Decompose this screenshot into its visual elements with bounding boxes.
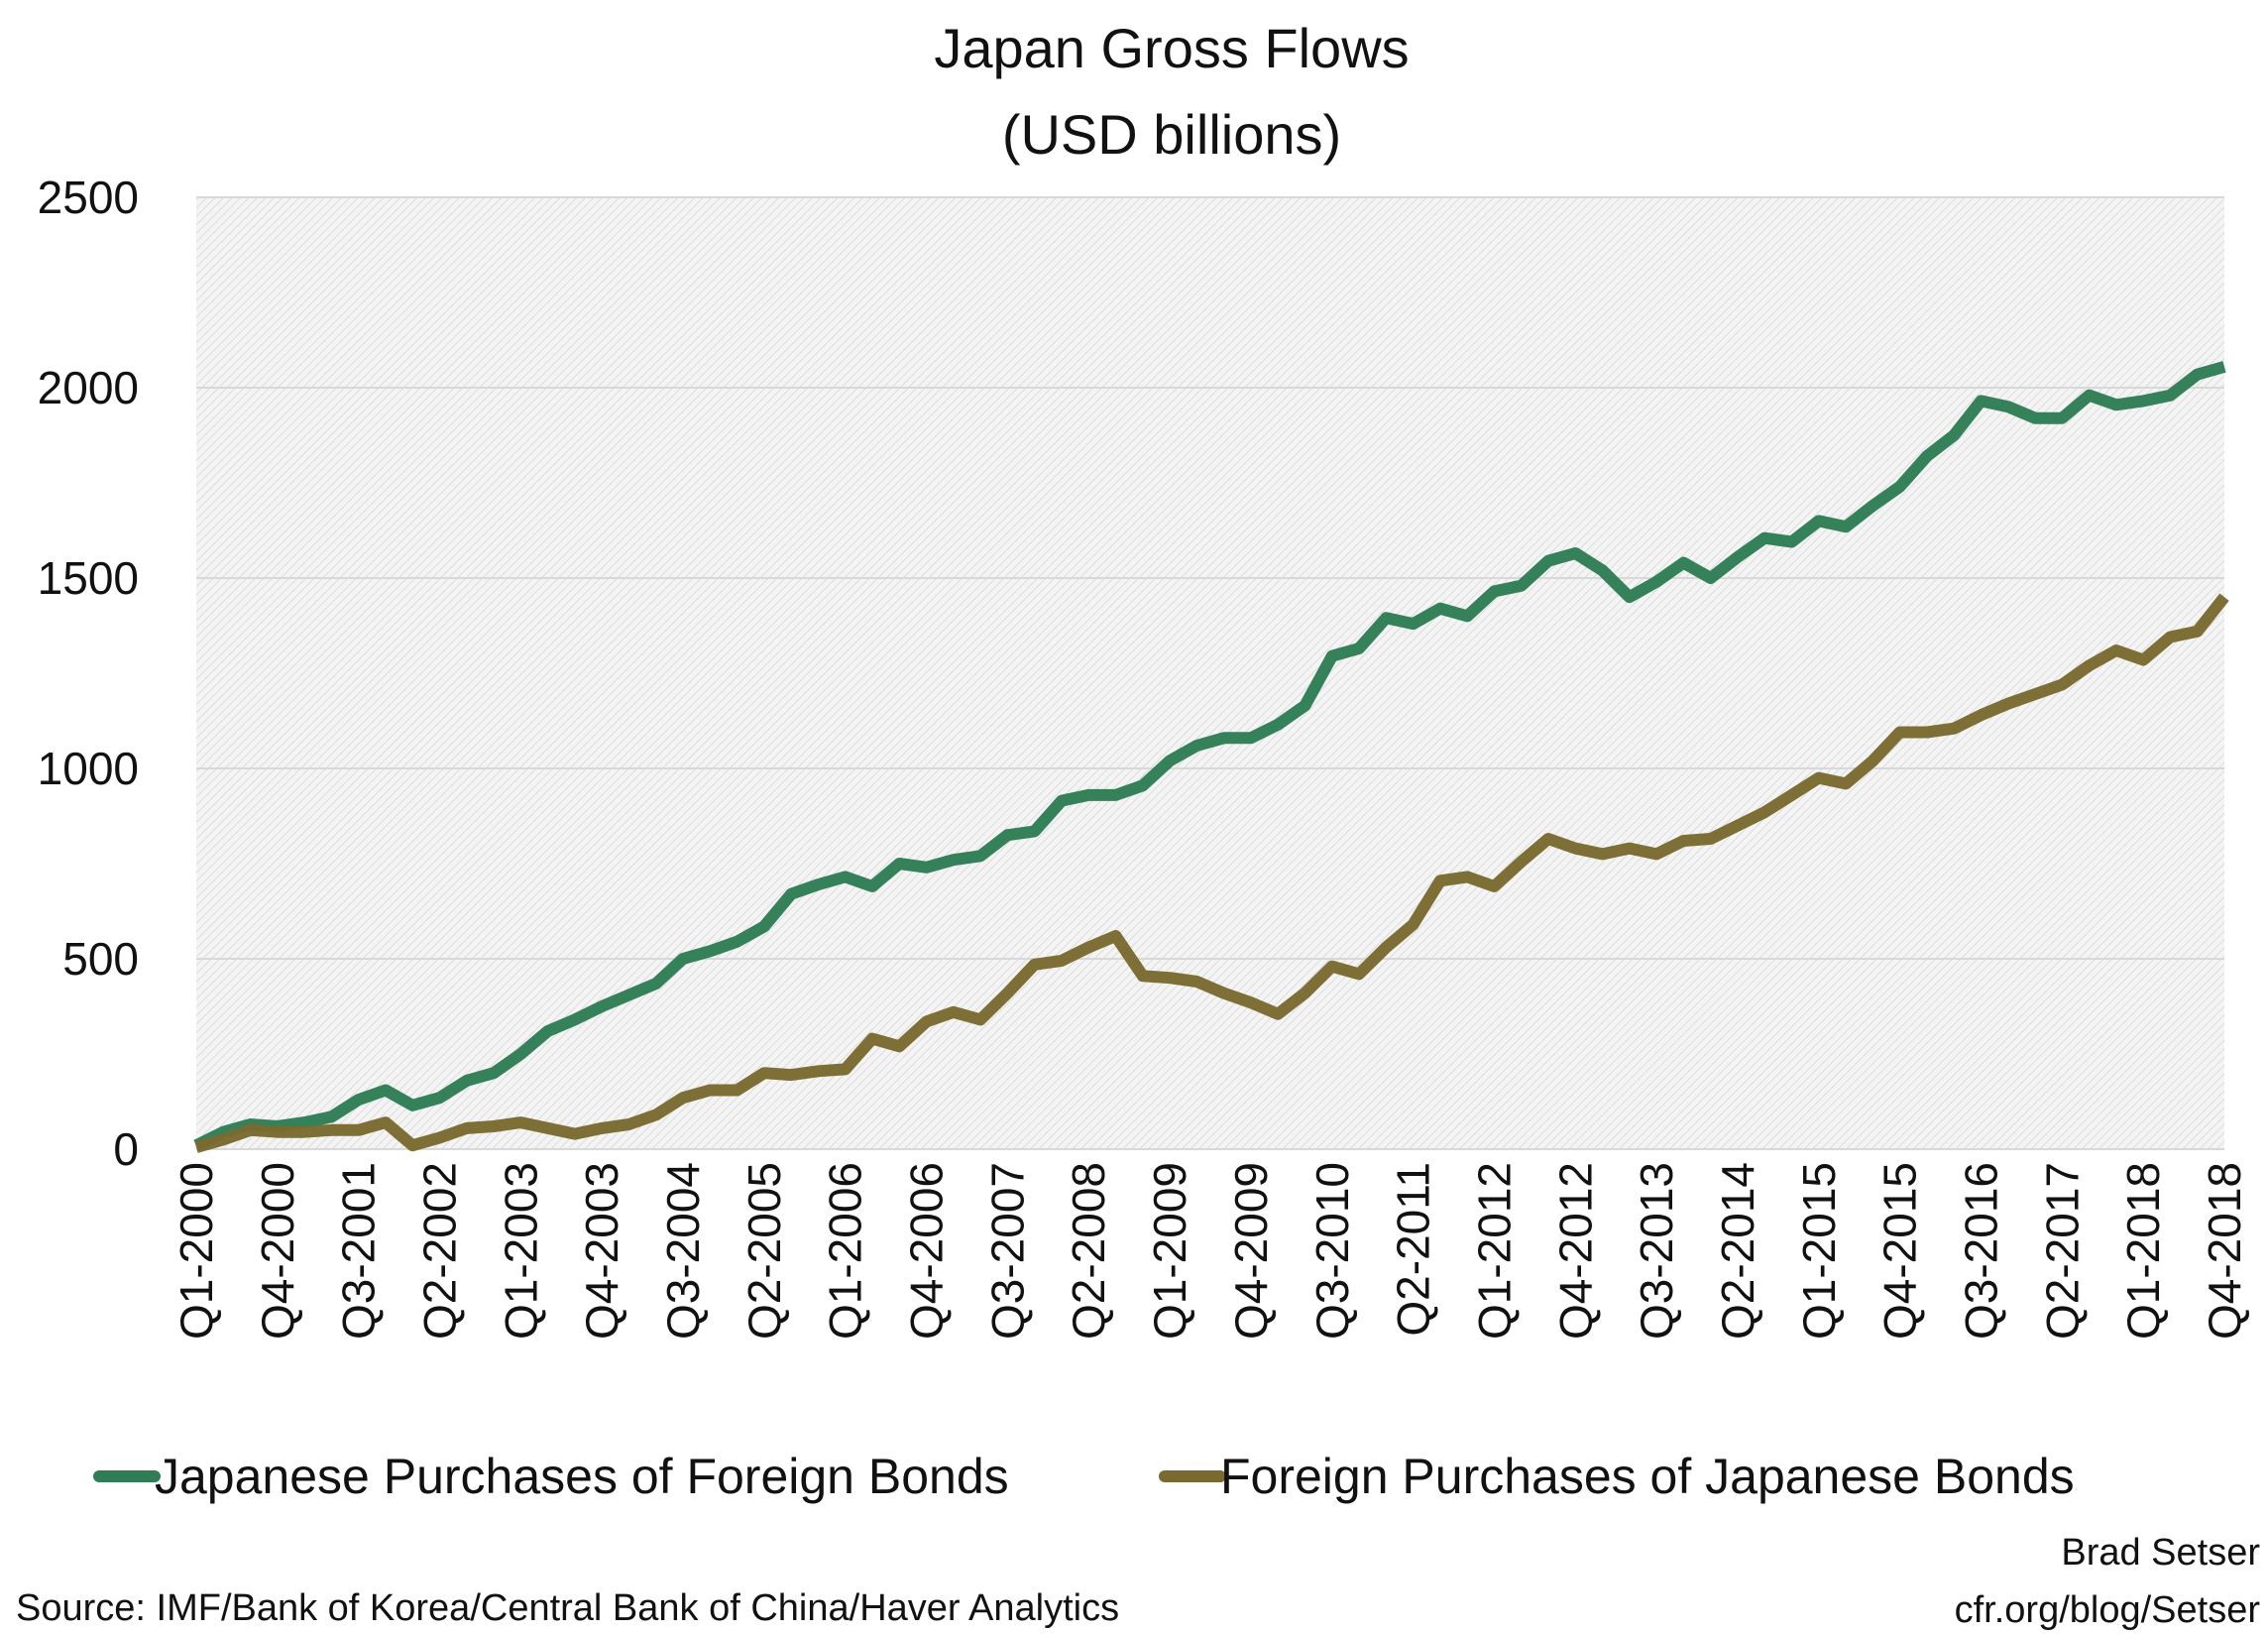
x-tick-label: Q3-2001 [333,1162,385,1340]
y-tick-label: 2000 [38,362,139,413]
x-tick-label: Q4-2015 [1874,1162,1926,1340]
x-tick-label: Q2-2014 [1712,1162,1763,1340]
x-tick-label: Q3-2007 [981,1162,1033,1340]
x-tick-label: Q2-2011 [1388,1162,1439,1337]
x-tick-label: Q4-2006 [901,1162,953,1340]
legend-label-0: Japanese Purchases of Foreign Bonds [155,1449,1009,1504]
y-tick-label: 500 [62,933,139,985]
x-tick-label: Q1-2003 [495,1162,546,1340]
y-tick-label: 1500 [38,552,139,604]
x-tick-label: Q2-2005 [738,1162,790,1340]
x-tick-label: Q4-2012 [1549,1162,1601,1340]
source-note: Source: IMF/Bank of Korea/Central Bank o… [16,1587,1119,1629]
x-tick-label: Q1-2009 [1144,1162,1195,1340]
x-tick-label: Q1-2015 [1793,1162,1845,1340]
x-tick-label: Q2-2008 [1063,1162,1114,1340]
x-tick-label: Q1-2018 [2117,1162,2169,1340]
series-line-0 [193,361,2226,1151]
x-tick-label: Q3-2004 [657,1162,709,1340]
x-tick-label: Q4-2018 [2199,1162,2250,1340]
x-tick-label: Q3-2010 [1306,1162,1358,1340]
x-tick-label: Q3-2016 [1955,1162,2006,1340]
x-tick-label: Q1-2006 [820,1162,871,1340]
y-tick-label: 0 [113,1123,139,1175]
author-credit: Brad Setser [2061,1532,2260,1574]
plot-area [196,197,2224,1149]
y-tick-label: 2500 [38,172,139,223]
x-tick-label: Q4-2003 [576,1162,627,1340]
y-tick-label: 1000 [38,743,139,794]
x-tick-label: Q3-2013 [1631,1162,1682,1340]
x-tick-label: Q4-2009 [1225,1162,1277,1340]
x-tick-label: Q2-2017 [2036,1162,2088,1340]
legend-label-1: Foreign Purchases of Japanese Bonds [1220,1449,2075,1504]
chart-title: Japan Gross Flows [934,17,1409,79]
series-line-1 [194,593,2229,1153]
site-credit: cfr.org/blog/Setser [1955,1589,2261,1631]
x-tick-label: Q1-2012 [1468,1162,1520,1340]
chart-subtitle: (USD billions) [1002,103,1341,166]
x-tick-label: Q1-2000 [170,1162,222,1340]
x-tick-label: Q2-2002 [414,1162,466,1340]
x-tick-label: Q4-2000 [252,1162,303,1340]
